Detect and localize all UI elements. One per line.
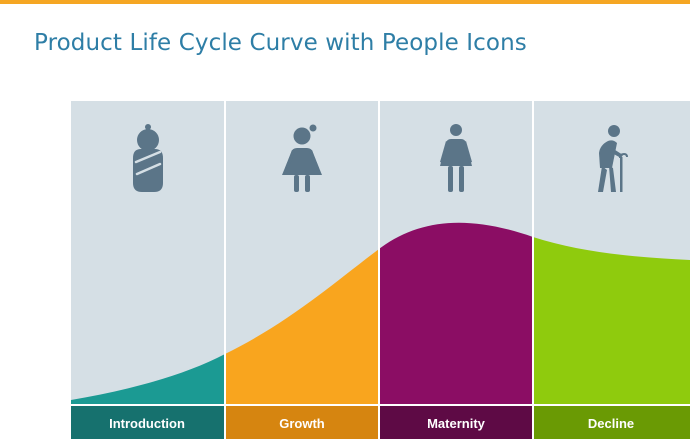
stage-bar-maternity <box>380 406 532 439</box>
stage-label-growth: Growth <box>279 416 325 431</box>
elderly-man-icon <box>598 125 628 192</box>
baby-icon <box>133 124 163 192</box>
woman-icon <box>440 124 472 192</box>
top-accent-bar <box>0 0 690 4</box>
stage-label-decline: Decline <box>588 416 634 431</box>
stage-bar-introduction <box>71 406 224 439</box>
stage-bar-decline <box>534 406 690 439</box>
curve-fill-maternity <box>379 222 533 404</box>
stage-label-maternity: Maternity <box>427 416 486 431</box>
stage-label-introduction: Introduction <box>109 416 185 431</box>
stage-dividers <box>224 101 534 439</box>
stage-bar-growth <box>226 406 378 439</box>
slide-title: Product Life Cycle Curve with People Ico… <box>34 30 527 56</box>
girl-icon <box>282 124 322 192</box>
